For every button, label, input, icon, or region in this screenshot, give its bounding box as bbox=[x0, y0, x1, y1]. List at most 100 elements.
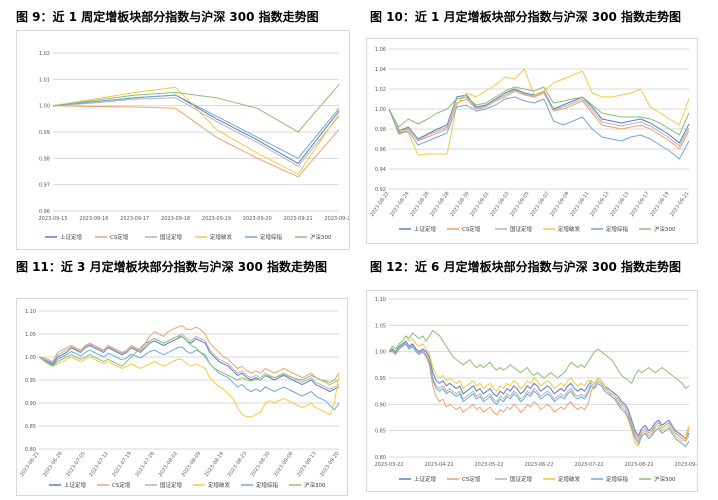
x-tick-label: 2023-08-24 bbox=[389, 191, 411, 218]
y-tick-label: 0.95 bbox=[25, 378, 36, 384]
y-tick-label: 1.00 bbox=[375, 107, 386, 113]
y-tick-label: 0.94 bbox=[375, 167, 386, 173]
x-tick-label: 2023-09-20 bbox=[319, 451, 341, 478]
y-tick-label: 0.90 bbox=[375, 402, 386, 408]
legend-label: 上证定增 bbox=[64, 481, 86, 489]
x-tick-label: 2023-07-19 bbox=[111, 451, 133, 478]
y-tick-label: 0.80 bbox=[25, 447, 36, 453]
legend-label: 沪深300 bbox=[654, 475, 676, 483]
series-line-定增破发 bbox=[388, 335, 690, 447]
y-tick-label: 1.05 bbox=[375, 323, 386, 329]
chart-panel-2: 0.92 0.94 0.96 0.98 1.00 1.02 1.04 1.06 2023-08-… bbox=[366, 38, 698, 244]
y-tick-label: 0.98 bbox=[375, 127, 386, 133]
x-tick-label: 2023-09-01 bbox=[469, 191, 491, 218]
x-tick-label: 2023-08-23 bbox=[227, 451, 249, 478]
x-tick-label: 2023-09-22 bbox=[674, 462, 697, 468]
series-line-沪深300 bbox=[52, 84, 340, 133]
y-tick-label: 0.95 bbox=[375, 376, 386, 382]
y-tick-label: 1.06 bbox=[375, 47, 386, 53]
x-tick-label: 2023-09-21 bbox=[669, 191, 691, 218]
x-tick-label: 2023-08-30 bbox=[449, 191, 471, 218]
series-line-CS定增 bbox=[38, 325, 340, 386]
x-tick-label: 2023-09-13 bbox=[589, 191, 611, 218]
legend-label: 定增破发 bbox=[558, 475, 581, 483]
legend-label: 沪深300 bbox=[304, 481, 326, 489]
x-tick-label: 2023-09-09 bbox=[549, 191, 571, 218]
y-tick-label: 1.00 bbox=[25, 355, 36, 361]
legend-label: 上证定增 bbox=[414, 225, 436, 233]
series-line-定增破发 bbox=[38, 356, 340, 418]
y-tick-label: 1.02 bbox=[375, 87, 386, 93]
y-tick-label: 0.99 bbox=[39, 130, 50, 136]
x-tick-label: 2023-08-09 bbox=[181, 451, 203, 478]
x-tick-label: 2023-08-16 bbox=[204, 451, 226, 478]
x-tick-label: 2023-09-05 bbox=[509, 191, 531, 218]
legend-label: 上证定增 bbox=[60, 233, 82, 241]
x-tick-label: 2023-09-18 bbox=[161, 216, 190, 222]
legend-label: 定增综指 bbox=[260, 233, 283, 241]
x-tick-label: 2023-08-22 bbox=[369, 191, 391, 218]
y-tick-label: 0.92 bbox=[375, 187, 386, 193]
series-line-定增综指 bbox=[388, 343, 690, 447]
series-line-CS定增 bbox=[389, 343, 690, 442]
x-tick-label: 2023-09-16 bbox=[79, 216, 108, 222]
legend-label: 沪深300 bbox=[654, 225, 676, 233]
x-tick-label: 2023-09-19 bbox=[649, 191, 671, 218]
series-line-国证定增 bbox=[388, 89, 690, 147]
chart-1-month: 0.92 0.94 0.96 0.98 1.00 1.02 1.04 1.06 2023-08-… bbox=[369, 47, 691, 233]
series-line-定增破发 bbox=[52, 86, 340, 175]
y-tick-label: 0.98 bbox=[39, 156, 50, 162]
legend-label: 定增破发 bbox=[558, 225, 581, 233]
y-tick-label: 0.85 bbox=[375, 429, 386, 435]
chart-panel-1: 0.96 0.97 0.98 0.99 1.00 1.01 1.02 2023-09-15 20… bbox=[16, 30, 350, 250]
series-line-CS定增 bbox=[388, 90, 690, 150]
series-line-沪深300 bbox=[38, 335, 340, 383]
series-line-沪深300 bbox=[388, 86, 690, 136]
x-tick-label: 2023-08-28 bbox=[429, 191, 451, 218]
series-line-上证定增 bbox=[388, 340, 690, 440]
series-line-CS定增 bbox=[52, 105, 340, 178]
y-tick-label: 1.10 bbox=[25, 309, 36, 315]
x-tick-label: 2023-07-22 bbox=[574, 462, 603, 468]
legend-label: 上证定增 bbox=[414, 475, 436, 483]
legend-label: 定增综指 bbox=[606, 225, 629, 233]
x-tick-label: 2023-08-30 bbox=[250, 451, 272, 478]
y-tick-label: 1.01 bbox=[39, 77, 50, 83]
legend-label: 沪深300 bbox=[310, 233, 332, 241]
y-tick-label: 1.00 bbox=[39, 104, 50, 110]
x-tick-label: 2023-09-06 bbox=[273, 451, 295, 478]
x-tick-label: 2023-09-03 bbox=[489, 191, 511, 218]
y-tick-label: 0.96 bbox=[39, 209, 50, 215]
legend-label: CS定增 bbox=[462, 475, 480, 483]
legend-label: CS定增 bbox=[462, 225, 480, 233]
legend-label: 定增综指 bbox=[606, 475, 629, 483]
x-tick-label: 2023-09-11 bbox=[569, 191, 591, 218]
x-tick-label: 2023-09-17 bbox=[120, 216, 149, 222]
x-tick-label: 2023-09-17 bbox=[629, 191, 651, 218]
y-tick-label: 0.85 bbox=[25, 424, 36, 430]
x-tick-label: 2023-09-21 bbox=[284, 216, 313, 222]
x-tick-label: 2023-07-05 bbox=[65, 451, 87, 478]
x-tick-label: 2023-09-15 bbox=[38, 216, 67, 222]
x-tick-label: 2023-09-15 bbox=[609, 191, 631, 218]
chart-1-week: 0.96 0.97 0.98 0.99 1.00 1.01 1.02 2023-09-15 20… bbox=[38, 51, 349, 241]
figure-10-title: 图 10：近 1 月定增板块部分指数与沪深 300 指数走势图 bbox=[370, 10, 681, 24]
x-tick-label: 2023-05-22 bbox=[474, 462, 503, 468]
x-tick-label: 2023-06-21 bbox=[19, 451, 41, 478]
chart-panel-3: 0.80 0.85 0.90 0.95 1.00 1.05 1.10 2023-06-21 20… bbox=[16, 298, 348, 496]
x-tick-label: 2023-07-12 bbox=[88, 451, 110, 478]
figure-9-title: 图 9：近 1 周定增板块部分指数与沪深 300 指数走势图 bbox=[16, 10, 319, 24]
chart-6-month: 0.80 0.85 0.90 0.95 1.00 1.05 1.10 2023-03-22 20… bbox=[374, 297, 697, 483]
y-tick-label: 1.05 bbox=[25, 332, 36, 338]
legend-label: CS定增 bbox=[112, 481, 130, 489]
legend-label: 国证定增 bbox=[160, 233, 182, 241]
series-line-上证定增 bbox=[38, 335, 340, 392]
series-line-定增破发 bbox=[388, 68, 690, 156]
series-line-国证定增 bbox=[52, 97, 340, 167]
series-line-国证定增 bbox=[388, 341, 690, 442]
x-tick-label: 2023-09-20 bbox=[243, 216, 272, 222]
legend-label: 国证定增 bbox=[510, 225, 532, 233]
y-tick-label: 0.90 bbox=[25, 401, 36, 407]
x-tick-label: 2023-09-19 bbox=[202, 216, 231, 222]
x-tick-label: 2023-04-22 bbox=[424, 462, 453, 468]
